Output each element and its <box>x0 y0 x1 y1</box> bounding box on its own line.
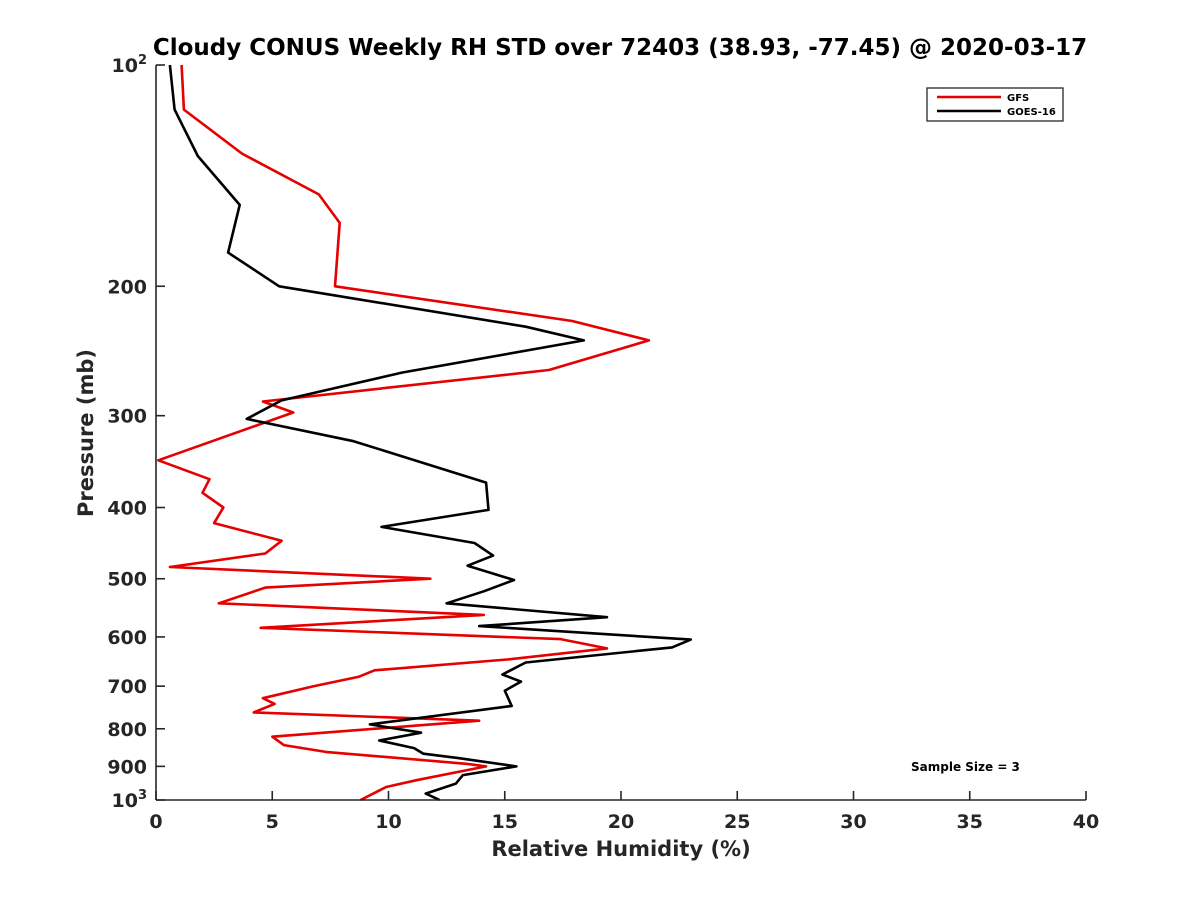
x-ticks: 0 5 10 15 20 25 30 35 40 <box>149 791 1099 833</box>
series-line-goes16 <box>168 64 693 802</box>
y-tick-label: 900 <box>107 756 147 778</box>
y-ticks: 102 200 300 400 500 600 700 800 900 103 <box>107 53 165 812</box>
x-tick-label: 35 <box>957 811 983 833</box>
y-tick-label: 102 <box>112 53 148 77</box>
series-line-gfs <box>157 64 651 802</box>
y-tick-label: 600 <box>107 627 147 649</box>
x-axis-label: Relative Humidity (%) <box>491 837 750 861</box>
y-tick-label: 300 <box>107 406 147 428</box>
x-tick-label: 40 <box>1073 811 1099 833</box>
x-tick-label: 5 <box>266 811 279 833</box>
sample-size-annotation: Sample Size = 3 <box>911 760 1020 774</box>
x-tick-label: 20 <box>608 811 634 833</box>
y-tick-label: 400 <box>107 498 147 520</box>
y-tick-label: 103 <box>112 788 148 812</box>
y-tick-label: 800 <box>107 719 147 741</box>
legend-box <box>926 87 1064 122</box>
y-axis-label: Pressure (mb) <box>74 349 98 517</box>
x-tick-label: 25 <box>724 811 750 833</box>
chart-title: Cloudy CONUS Weekly RH STD over 72403 (3… <box>153 35 1087 61</box>
x-tick-label: 0 <box>149 811 162 833</box>
y-tick-label: 700 <box>107 676 147 698</box>
y-tick-label: 200 <box>107 276 147 298</box>
plot-lines <box>157 64 693 802</box>
x-tick-label: 30 <box>840 811 866 833</box>
y-tick-label: 500 <box>107 569 147 591</box>
x-tick-label: 10 <box>375 811 401 833</box>
legend-label-goes16: GOES-16 <box>1007 107 1056 118</box>
legend: GFS GOES-16 <box>926 87 1064 122</box>
x-tick-label: 15 <box>492 811 518 833</box>
legend-label-gfs: GFS <box>1007 93 1029 104</box>
